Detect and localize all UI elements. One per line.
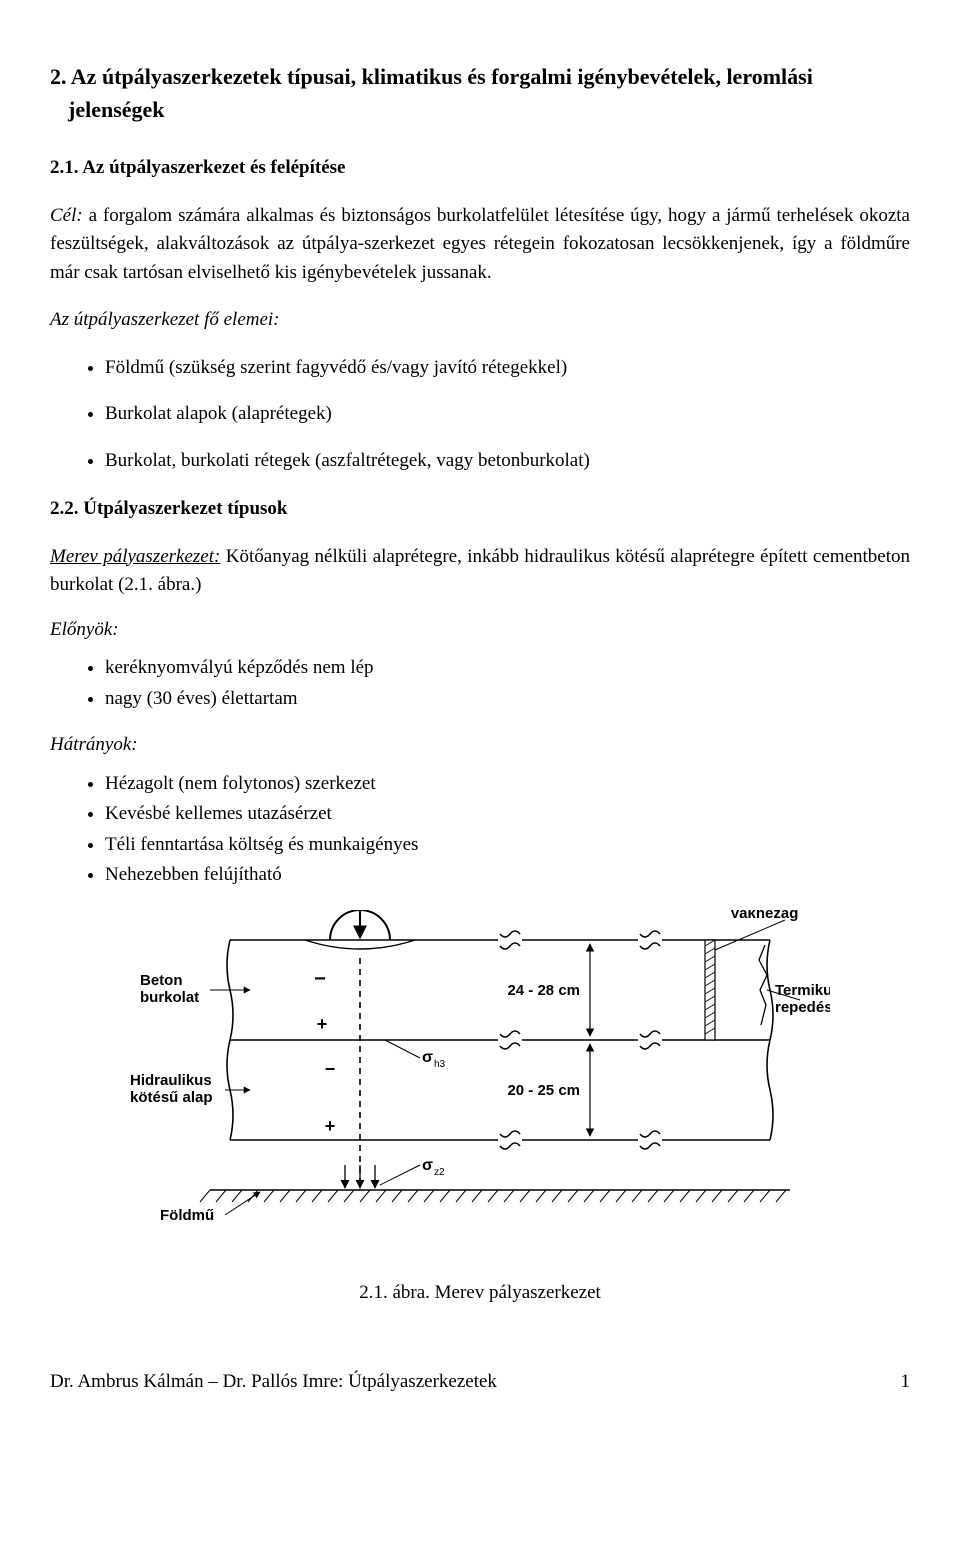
figure-21: Vakhézag−+−+σh3σz224 - 28 cm20 - 25 cmTe… (50, 910, 910, 1250)
page-footer: Dr. Ambrus Kálmán – Dr. Pallós Imre: Útp… (50, 1368, 910, 1397)
svg-text:−: − (325, 1059, 336, 1079)
svg-text:h3: h3 (434, 1059, 446, 1070)
svg-text:Termikus: Termikus (775, 982, 830, 999)
svg-text:Földmű: Földmű (160, 1207, 214, 1224)
svg-text:kötésű alap: kötésű alap (130, 1089, 213, 1106)
svg-text:σ: σ (422, 1157, 433, 1174)
svg-text:−: − (314, 968, 326, 990)
svg-text:z2: z2 (434, 1167, 445, 1178)
elements-label: Az útpályaszerkezet fő elemei: (50, 306, 910, 335)
elonyok-list: keréknyomvályú képződés nem lép nagy (30… (50, 654, 910, 713)
list-item: Burkolat, burkolati rétegek (aszfaltréte… (105, 447, 910, 476)
cel-paragraph: Cél: a forgalom számára alkalmas és bizt… (50, 202, 910, 288)
list-item: Hézagolt (nem folytonos) szerkezet (105, 770, 910, 799)
cel-text: a forgalom számára alkalmas és biztonság… (50, 205, 910, 283)
cel-label: Cél: (50, 205, 83, 226)
svg-text:σ: σ (422, 1049, 433, 1066)
svg-text:Hidraulikus: Hidraulikus (130, 1072, 212, 1089)
page-title: 2. Az útpályaszerkezetek típusai, klimat… (50, 60, 910, 126)
svg-text:24 - 28 cm: 24 - 28 cm (507, 982, 580, 999)
list-item: keréknyomvályú képződés nem lép (105, 654, 910, 683)
svg-text:burkolat: burkolat (140, 989, 199, 1006)
elonyok-label: Előnyök: (50, 616, 910, 645)
list-item: Kevésbé kellemes utazásérzet (105, 800, 910, 829)
section-22-head: 2.2. Útpályaszerkezet típusok (50, 495, 910, 524)
footer-left: Dr. Ambrus Kálmán – Dr. Pallós Imre: Útp… (50, 1368, 497, 1397)
pavement-diagram: Vakhézag−+−+σh3σz224 - 28 cm20 - 25 cmTe… (130, 910, 830, 1240)
list-item: Nehezebben felújítható (105, 861, 910, 890)
svg-text:Beton: Beton (140, 972, 183, 989)
list-item: Téli fenntartása költség és munkaigényes (105, 831, 910, 860)
figure-caption: 2.1. ábra. Merev pályaszerkezet (50, 1279, 910, 1308)
svg-text:+: + (317, 1014, 328, 1034)
hatranyok-label: Hátrányok: (50, 731, 910, 760)
svg-text:Vakhézag: Vakhézag (730, 910, 798, 922)
svg-text:+: + (325, 1116, 336, 1136)
list-item: nagy (30 éves) élettartam (105, 685, 910, 714)
elements-list: Földmű (szükség szerint fagyvédő és/vagy… (50, 354, 910, 476)
svg-text:20 - 25 cm: 20 - 25 cm (507, 1082, 580, 1099)
list-item: Földmű (szükség szerint fagyvédő és/vagy… (105, 354, 910, 383)
list-item: Burkolat alapok (alaprétegek) (105, 400, 910, 429)
merev-label: Merev pályaszerkezet: (50, 546, 220, 567)
section-21-head: 2.1. Az útpályaszerkezet és felépítése (50, 154, 910, 183)
footer-right: 1 (901, 1368, 911, 1397)
hatranyok-list: Hézagolt (nem folytonos) szerkezet Kevés… (50, 770, 910, 890)
svg-text:repedés: repedés (775, 999, 830, 1016)
merev-paragraph: Merev pályaszerkezet: Kötőanyag nélküli … (50, 543, 910, 600)
